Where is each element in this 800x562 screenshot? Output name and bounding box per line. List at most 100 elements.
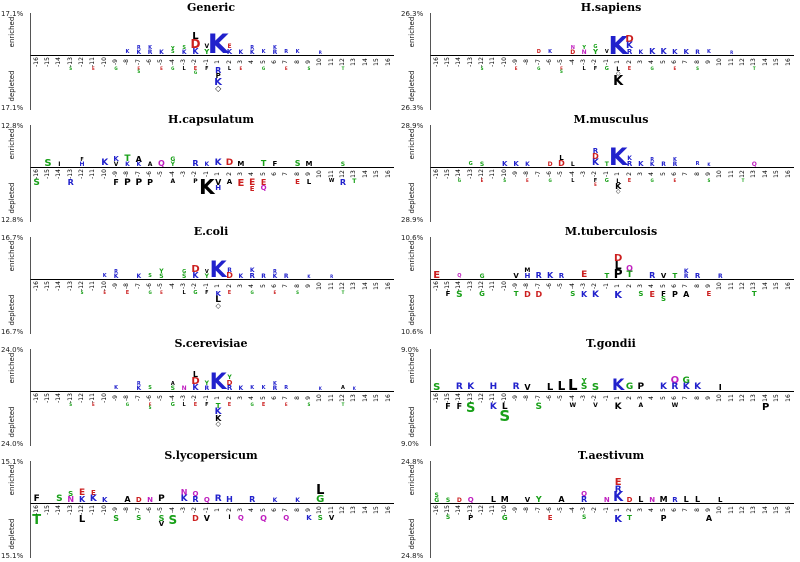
x-tick: -9 bbox=[510, 168, 521, 180]
position-column: E bbox=[669, 67, 680, 110]
position-column bbox=[431, 68, 442, 110]
position-column: G bbox=[647, 179, 658, 222]
position-column: P bbox=[156, 461, 167, 504]
position-column: S bbox=[292, 291, 303, 334]
x-tick-label: 11 bbox=[727, 170, 735, 178]
position-column: A bbox=[144, 125, 155, 168]
x-tick-label: 9 bbox=[704, 172, 712, 176]
logo-letter-K: K bbox=[192, 47, 199, 57]
position-column: K bbox=[199, 177, 215, 222]
x-tick-label: 15 bbox=[372, 58, 380, 66]
position-column bbox=[442, 68, 453, 110]
x-tick-label: -13 bbox=[66, 505, 74, 515]
position-column bbox=[544, 292, 555, 334]
x-tick: -10 bbox=[499, 56, 510, 68]
x-tick-label: 8 bbox=[693, 172, 701, 176]
position-column: K bbox=[210, 349, 227, 393]
logo-letter-H: H bbox=[79, 160, 85, 168]
logo-letter-S: S bbox=[434, 492, 439, 500]
position-column: M bbox=[303, 125, 314, 167]
position-column bbox=[54, 180, 65, 222]
position-column: K bbox=[612, 349, 624, 393]
position-column bbox=[635, 516, 646, 558]
x-tick-label: -9 bbox=[112, 395, 120, 401]
x-tick-label: 16 bbox=[784, 170, 792, 178]
position-column bbox=[315, 404, 326, 446]
position-column: G bbox=[465, 125, 476, 167]
logo-letter-E: E bbox=[90, 489, 96, 498]
x-tick-label: 13 bbox=[750, 170, 758, 178]
logo-letter-Y: Y bbox=[204, 272, 209, 280]
x-tick-label: -6 bbox=[146, 59, 154, 65]
logo-letter-A: A bbox=[341, 385, 345, 392]
position-column bbox=[31, 349, 42, 391]
x-tick: -5 bbox=[556, 168, 567, 180]
x-tick: -3 bbox=[578, 392, 589, 404]
x-tick: 11 bbox=[326, 56, 337, 68]
position-column: A bbox=[556, 461, 567, 504]
depleted-axis-label: depleted bbox=[8, 294, 16, 326]
x-tick-label: -11 bbox=[89, 169, 97, 179]
position-column: G bbox=[544, 179, 555, 222]
x-tick-label: -2 bbox=[191, 171, 199, 177]
logo-letter-D: D bbox=[547, 160, 553, 168]
logo-letter-K: K bbox=[706, 49, 711, 56]
position-column bbox=[715, 516, 726, 558]
logo-letter-T: T bbox=[741, 178, 745, 183]
logo-letter-S: S bbox=[499, 406, 511, 425]
position-column bbox=[42, 404, 53, 446]
depleted-axis-label: depleted bbox=[8, 70, 16, 102]
logo-letter-R: R bbox=[695, 161, 700, 168]
position-column bbox=[760, 68, 771, 110]
x-tick-label: 6 bbox=[270, 508, 278, 512]
x-tick-label: -16 bbox=[32, 281, 40, 291]
position-column bbox=[303, 292, 314, 334]
x-tick-label: 11 bbox=[327, 58, 335, 66]
x-tick-label: 4 bbox=[248, 508, 256, 512]
logo-letter-S: S bbox=[137, 68, 141, 74]
logo-letter-G: G bbox=[250, 290, 254, 295]
logo-letter-S: S bbox=[466, 401, 476, 416]
position-column: E bbox=[522, 178, 533, 222]
position-column: F bbox=[31, 461, 42, 504]
position-column: G bbox=[476, 290, 487, 334]
position-column: L bbox=[567, 349, 578, 392]
x-tick-label: 7 bbox=[682, 172, 690, 176]
position-column bbox=[578, 404, 589, 446]
position-column: E bbox=[669, 179, 680, 222]
x-tick-label: 1 bbox=[214, 396, 222, 400]
position-column bbox=[601, 349, 612, 391]
enriched-axis-label: enriched bbox=[408, 464, 416, 496]
x-tick-label: -7 bbox=[534, 507, 542, 513]
logo-letter-E: E bbox=[526, 178, 529, 183]
position-column bbox=[510, 516, 521, 558]
position-column: K bbox=[208, 13, 229, 58]
x-tick-label: -14 bbox=[55, 393, 63, 403]
logo-letter-N: N bbox=[570, 44, 575, 51]
logo-letter-S: S bbox=[479, 160, 485, 168]
logo-letter-L: L bbox=[614, 259, 622, 272]
x-tick: -11 bbox=[88, 280, 99, 292]
logo-letter-K: K bbox=[660, 47, 667, 57]
x-tick: -14 bbox=[454, 392, 465, 404]
position-column bbox=[235, 404, 246, 446]
logo-letter-E: E bbox=[273, 290, 277, 295]
x-tick: -7 bbox=[133, 392, 144, 404]
position-column: G bbox=[167, 403, 178, 446]
position-column: D bbox=[624, 461, 635, 503]
x-tick-label: -6 bbox=[546, 59, 554, 65]
x-tick-label: 10 bbox=[716, 58, 724, 66]
position-column: T bbox=[258, 125, 269, 168]
logo-letter-E: E bbox=[78, 488, 86, 499]
x-tick-label: 11 bbox=[327, 170, 335, 178]
x-tick-label: 2 bbox=[225, 508, 233, 512]
x-tick: 6 bbox=[269, 168, 280, 180]
position-column bbox=[76, 404, 87, 446]
x-tick-label: -14 bbox=[55, 169, 63, 179]
x-tick: -11 bbox=[88, 56, 99, 68]
